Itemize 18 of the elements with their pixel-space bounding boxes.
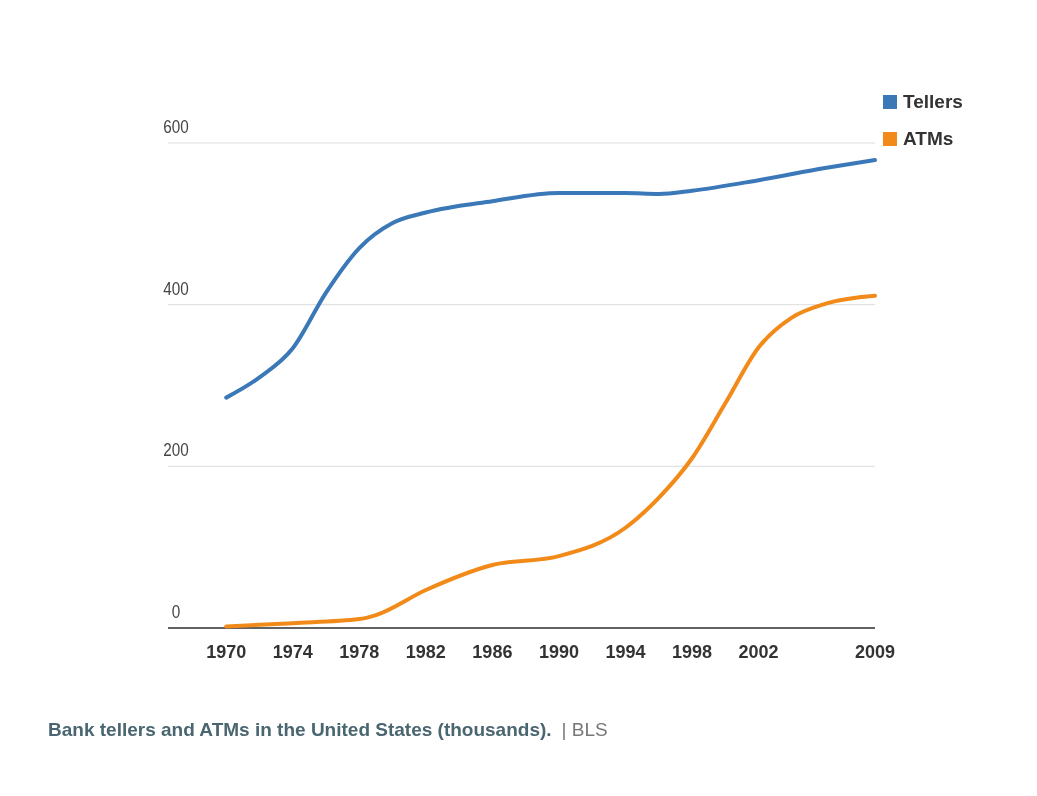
x-tick-label: 2002 — [738, 642, 779, 662]
x-tick-label: 1986 — [472, 642, 513, 662]
x-tick-label: 1978 — [339, 642, 380, 662]
x-tick-label: 1994 — [605, 642, 646, 662]
x-tick-label: 1970 — [206, 642, 247, 662]
y-tick-label: 600 — [163, 116, 189, 138]
x-tick-label: 1974 — [272, 642, 313, 662]
y-tick-label: 200 — [163, 440, 189, 461]
y-tick-label: 0 — [171, 601, 181, 623]
x-tick-label: 1982 — [405, 642, 446, 662]
legend-label: Tellers — [903, 91, 963, 112]
x-tick-label: 2009 — [854, 642, 896, 662]
x-tick-label: 1998 — [671, 642, 713, 662]
x-tick-label: 1990 — [538, 642, 579, 662]
text: Bank tellers and ATMs in the United States (thousands). — [48, 719, 552, 740]
text: | BLS — [561, 719, 608, 740]
legend-label: ATMs — [903, 128, 954, 149]
y-tick-label: 400 — [163, 278, 189, 299]
